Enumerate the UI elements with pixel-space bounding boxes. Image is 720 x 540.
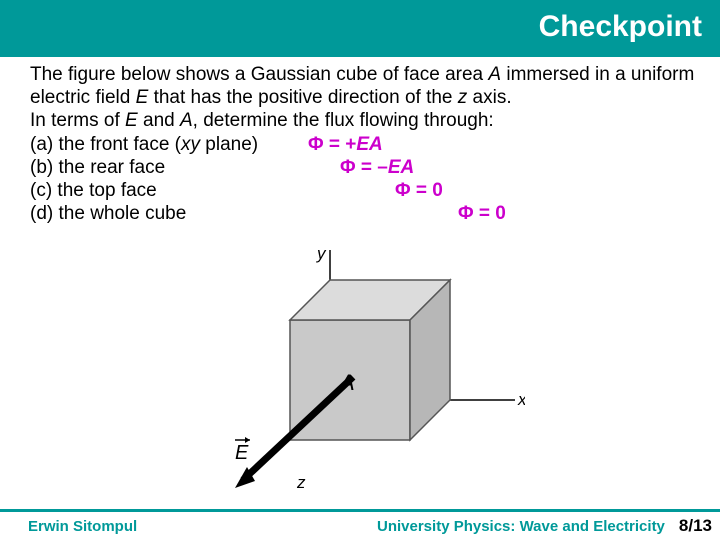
question-a: (a) the front face (xy plane) xyxy=(30,133,290,156)
qa-row-a: (a) the front face (xy plane) Φ = +EA xyxy=(30,133,698,156)
answer-b: Φ = –EA xyxy=(340,156,414,179)
z-axis-label: z xyxy=(296,473,306,492)
qa-row-d: (d) the whole cube Φ = 0 xyxy=(30,202,698,225)
e-field-label: E xyxy=(235,442,249,464)
x-axis-label: x xyxy=(517,390,525,409)
author-name: Erwin Sitompul xyxy=(28,518,137,535)
paragraph-2: In terms of E and A, determine the flux … xyxy=(30,109,698,132)
answer-c: Φ = 0 xyxy=(395,179,443,202)
paragraph-1: The figure below shows a Gaussian cube o… xyxy=(30,63,698,109)
answer-d: Φ = 0 xyxy=(458,202,506,225)
question-b: (b) the rear face xyxy=(30,156,290,179)
qa-row-b: (b) the rear face Φ = –EA xyxy=(30,156,698,179)
page-number: 8/13 xyxy=(679,516,712,536)
qa-block: (a) the front face (xy plane) Φ = +EA (b… xyxy=(30,133,698,226)
content: The figure below shows a Gaussian cube o… xyxy=(0,57,720,225)
question-c: (c) the top face xyxy=(30,179,290,202)
y-axis-label: y xyxy=(316,245,327,263)
question-d: (d) the whole cube xyxy=(30,202,290,225)
footer: Erwin Sitompul University Physics: Wave … xyxy=(0,512,720,540)
cube-figure: x y z A E xyxy=(235,245,525,495)
course-name: University Physics: Wave and Electricity xyxy=(377,518,665,535)
answer-a: Φ = +EA xyxy=(308,133,383,156)
title-bar: Checkpoint xyxy=(0,0,720,54)
slide-title: Checkpoint xyxy=(539,10,702,44)
qa-row-c: (c) the top face Φ = 0 xyxy=(30,179,698,202)
